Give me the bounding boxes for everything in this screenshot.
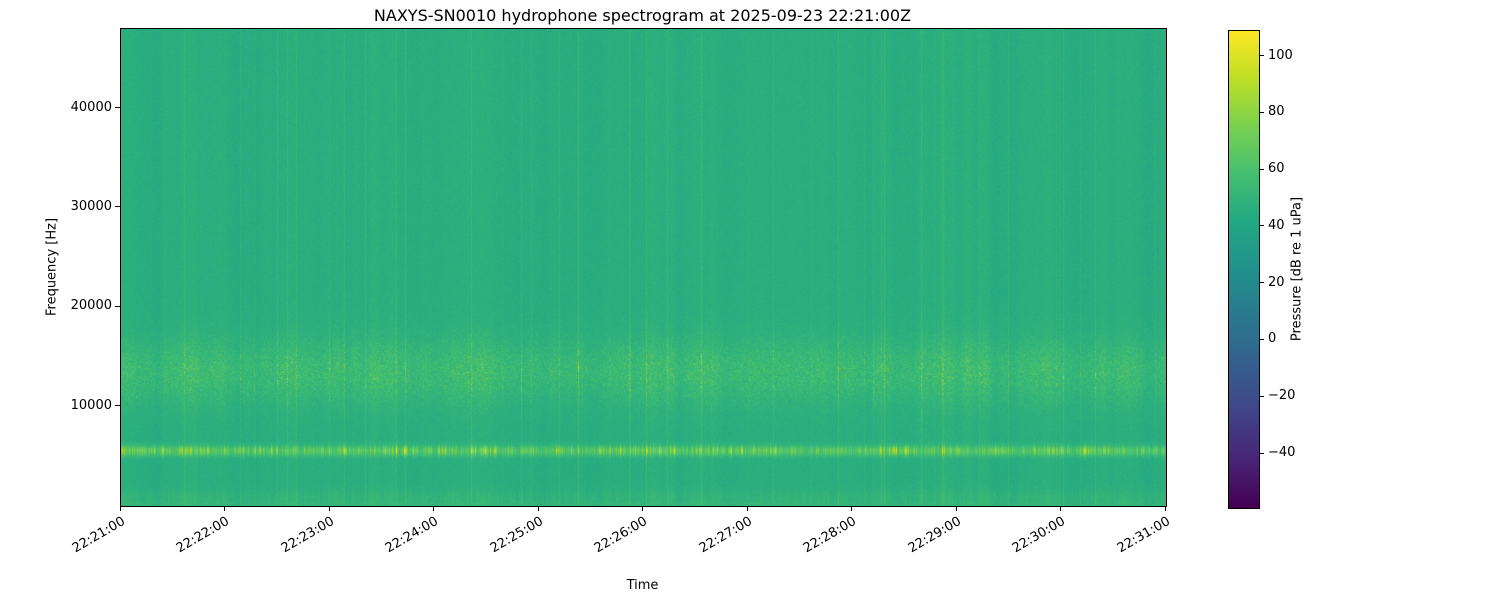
colorbar-tick-label: −20 [1268, 388, 1296, 404]
x-tick-mark [851, 506, 852, 511]
colorbar [1228, 30, 1260, 509]
x-tick-label: 22:27:00 [696, 514, 755, 557]
colorbar-tick-mark [1259, 338, 1264, 340]
colorbar-tick-label: 80 [1268, 104, 1285, 120]
colorbar-tick-mark [1259, 55, 1264, 57]
colorbar-tick-mark [1259, 168, 1264, 170]
spectrogram-image [121, 29, 1166, 506]
colorbar-gradient [1229, 31, 1259, 508]
colorbar-tick-label: 0 [1268, 331, 1277, 347]
x-tick-mark [1060, 506, 1061, 511]
colorbar-tick-label: 60 [1268, 161, 1285, 177]
colorbar-tick-label: 20 [1268, 274, 1285, 290]
y-tick-mark [115, 305, 120, 307]
colorbar-tick-label: 40 [1268, 217, 1285, 233]
x-tick-label: 22:25:00 [487, 514, 546, 557]
x-tick-label: 22:22:00 [173, 514, 232, 557]
x-tick-label: 22:23:00 [278, 514, 337, 557]
colorbar-tick-label: −40 [1268, 445, 1296, 461]
x-tick-mark [746, 506, 748, 511]
x-tick-mark [119, 506, 121, 511]
x-axis-label: Time [626, 578, 659, 593]
x-tick-mark [1164, 506, 1166, 511]
x-tick-label: 22:28:00 [800, 514, 859, 557]
x-tick-mark [642, 506, 643, 511]
colorbar-label: Pressure [dB re 1 uPa] [1289, 196, 1305, 342]
x-tick-mark [537, 506, 539, 511]
chart-title: NAXYS-SN0010 hydrophone spectrogram at 2… [373, 6, 912, 25]
colorbar-tick-mark [1259, 452, 1264, 454]
x-tick-label: 22:30:00 [1009, 514, 1068, 557]
x-tick-label: 22:31:00 [1114, 514, 1173, 557]
y-tick-mark [115, 405, 120, 407]
x-tick-mark [433, 506, 434, 511]
colorbar-tick-mark [1259, 111, 1264, 113]
x-tick-mark [955, 506, 957, 511]
y-tick-label: 40000 [70, 99, 112, 115]
colorbar-tick-mark [1259, 225, 1264, 227]
colorbar-tick-label: 100 [1268, 47, 1293, 63]
x-tick-mark [328, 506, 330, 511]
x-tick-mark [224, 506, 225, 511]
y-tick-label: 20000 [70, 298, 112, 314]
colorbar-tick-mark [1259, 395, 1264, 397]
plot-area [120, 28, 1167, 507]
x-tick-label: 22:26:00 [591, 514, 650, 557]
x-tick-label: 22:29:00 [905, 514, 964, 557]
y-tick-mark [115, 206, 120, 208]
y-tick-label: 10000 [70, 397, 112, 413]
y-tick-mark [115, 107, 120, 108]
y-tick-label: 30000 [70, 198, 112, 214]
x-tick-label: 22:21:00 [69, 514, 128, 557]
colorbar-tick-mark [1259, 282, 1264, 284]
x-tick-label: 22:24:00 [382, 514, 441, 557]
